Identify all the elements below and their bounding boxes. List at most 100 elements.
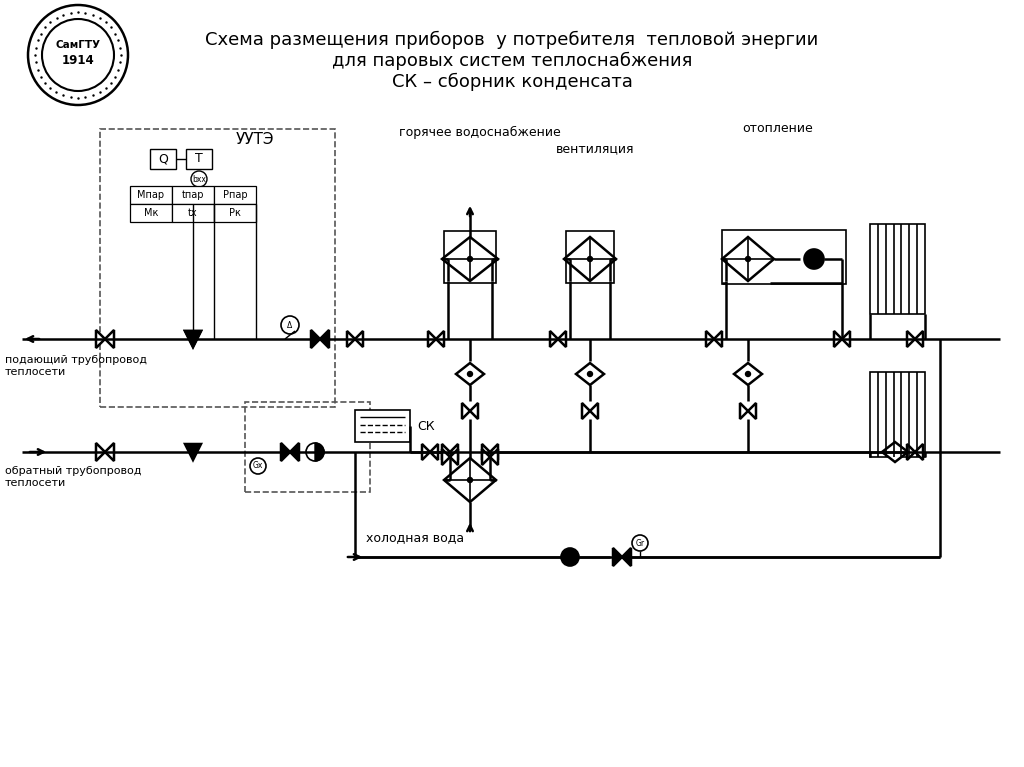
- Circle shape: [28, 5, 128, 105]
- Text: Схема размещения приборов  у потребителя  тепловой энергии: Схема размещения приборов у потребителя …: [206, 31, 818, 49]
- Text: Рк: Рк: [229, 208, 241, 218]
- Bar: [100, 129, 335, 407]
- Polygon shape: [456, 363, 484, 385]
- Bar: [870, 224, 925, 314]
- Circle shape: [804, 249, 824, 269]
- Polygon shape: [582, 403, 590, 419]
- Bar: [172, 186, 214, 204]
- Polygon shape: [311, 330, 319, 348]
- Polygon shape: [185, 444, 201, 460]
- Circle shape: [306, 443, 324, 461]
- Circle shape: [468, 371, 472, 377]
- Bar: [130, 204, 172, 222]
- Polygon shape: [444, 458, 496, 502]
- Circle shape: [588, 371, 593, 377]
- Polygon shape: [490, 444, 498, 460]
- Polygon shape: [622, 548, 631, 566]
- Polygon shape: [490, 449, 498, 465]
- Text: подающий трубопровод
теплосети: подающий трубопровод теплосети: [5, 355, 147, 377]
- Text: tх: tх: [188, 208, 198, 218]
- Polygon shape: [281, 443, 290, 461]
- Text: СК: СК: [417, 420, 434, 433]
- Text: bxx: bxx: [193, 175, 206, 183]
- Text: Рпар: Рпар: [222, 190, 248, 200]
- Text: Q: Q: [158, 153, 168, 166]
- Polygon shape: [105, 330, 114, 348]
- Polygon shape: [428, 331, 436, 347]
- Circle shape: [745, 256, 751, 262]
- Bar: [870, 372, 925, 457]
- Polygon shape: [96, 330, 105, 348]
- Bar: [150, 149, 176, 169]
- Polygon shape: [575, 363, 604, 385]
- Text: холодная вода: холодная вода: [366, 532, 464, 545]
- Text: 1914: 1914: [61, 54, 94, 67]
- Polygon shape: [290, 443, 299, 461]
- Circle shape: [468, 478, 472, 482]
- Polygon shape: [436, 331, 444, 347]
- Bar: [214, 204, 256, 222]
- Text: Мпар: Мпар: [137, 190, 165, 200]
- Polygon shape: [482, 449, 490, 465]
- Polygon shape: [450, 444, 458, 460]
- Polygon shape: [907, 444, 915, 460]
- Polygon shape: [907, 331, 915, 347]
- Bar: [444, 231, 496, 283]
- Polygon shape: [185, 331, 201, 347]
- Polygon shape: [96, 443, 105, 461]
- Text: вентиляция: вентиляция: [556, 143, 634, 156]
- Polygon shape: [558, 331, 566, 347]
- Text: СК – сборник конденсата: СК – сборник конденсата: [391, 73, 633, 91]
- Polygon shape: [722, 237, 774, 281]
- Polygon shape: [590, 403, 598, 419]
- Circle shape: [468, 256, 472, 262]
- Circle shape: [281, 316, 299, 334]
- Text: отопление: отопление: [742, 123, 813, 136]
- Polygon shape: [185, 331, 201, 347]
- Polygon shape: [450, 449, 458, 465]
- Bar: [186, 149, 212, 169]
- Polygon shape: [430, 444, 438, 460]
- Text: Δ: Δ: [288, 321, 293, 330]
- Polygon shape: [915, 444, 923, 460]
- Bar: [214, 186, 256, 204]
- Circle shape: [632, 535, 648, 551]
- Circle shape: [745, 371, 751, 377]
- Polygon shape: [470, 403, 478, 419]
- Polygon shape: [834, 331, 842, 347]
- Text: горячее водоснабжение: горячее водоснабжение: [399, 126, 561, 139]
- Polygon shape: [482, 444, 490, 460]
- Text: Gx: Gx: [253, 462, 263, 470]
- Circle shape: [561, 548, 579, 566]
- Text: Gr: Gr: [636, 538, 644, 548]
- Polygon shape: [422, 444, 430, 460]
- Bar: [172, 204, 214, 222]
- Polygon shape: [105, 443, 114, 461]
- Text: СамГТУ: СамГТУ: [55, 40, 100, 50]
- Circle shape: [588, 256, 593, 262]
- Bar: [130, 186, 172, 204]
- Polygon shape: [355, 331, 362, 347]
- Polygon shape: [442, 449, 450, 465]
- Text: для паровых систем теплоснабжения: для паровых систем теплоснабжения: [332, 52, 692, 70]
- Polygon shape: [564, 237, 616, 281]
- Polygon shape: [613, 548, 622, 566]
- Polygon shape: [442, 444, 450, 460]
- Polygon shape: [550, 331, 558, 347]
- Polygon shape: [319, 330, 329, 348]
- Polygon shape: [462, 403, 470, 419]
- Bar: [245, 402, 370, 492]
- Polygon shape: [740, 403, 748, 419]
- Text: tпар: tпар: [181, 190, 204, 200]
- Polygon shape: [315, 443, 324, 461]
- Text: обратный трубопровод
теплосети: обратный трубопровод теплосети: [5, 466, 141, 488]
- Polygon shape: [734, 363, 762, 385]
- Text: T: T: [196, 153, 203, 166]
- Polygon shape: [842, 331, 850, 347]
- Polygon shape: [714, 331, 722, 347]
- Text: Мк: Мк: [143, 208, 158, 218]
- Circle shape: [42, 19, 114, 91]
- Polygon shape: [882, 442, 908, 462]
- Bar: [355, 410, 410, 442]
- Circle shape: [250, 458, 266, 474]
